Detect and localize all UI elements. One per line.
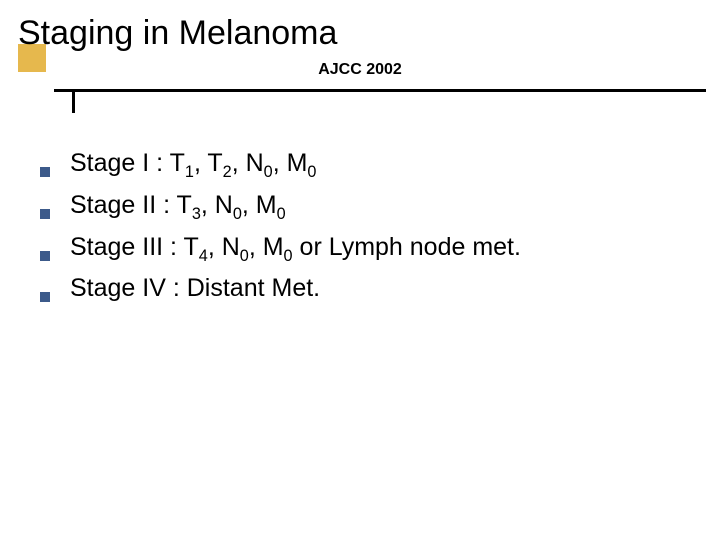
horizontal-rule [54,89,706,92]
title-rule [0,89,720,113]
title-block: Staging in Melanoma [0,0,720,53]
item-text: Stage IV : Distant Met. [70,272,320,306]
slide-subtitle: AJCC 2002 [0,61,720,79]
list-item: Stage IV : Distant Met. [40,272,692,306]
item-text: Stage II : T3, N0, M0 [70,189,286,223]
list-item: Stage II : T3, N0, M0 [40,189,692,223]
list-item: Stage III : T4, N0, M0 or Lymph node met… [40,231,692,265]
slide-title: Staging in Melanoma [18,14,720,53]
item-text: Stage I : T1, T2, N0, M0 [70,147,316,181]
bullet-icon [40,167,50,177]
item-text: Stage III : T4, N0, M0 or Lymph node met… [70,231,521,265]
vertical-tick [72,89,75,113]
bullet-icon [40,292,50,302]
bullet-icon [40,209,50,219]
list-item: Stage I : T1, T2, N0, M0 [40,147,692,181]
bullet-icon [40,251,50,261]
content-area: Stage I : T1, T2, N0, M0 Stage II : T3, … [0,113,720,306]
